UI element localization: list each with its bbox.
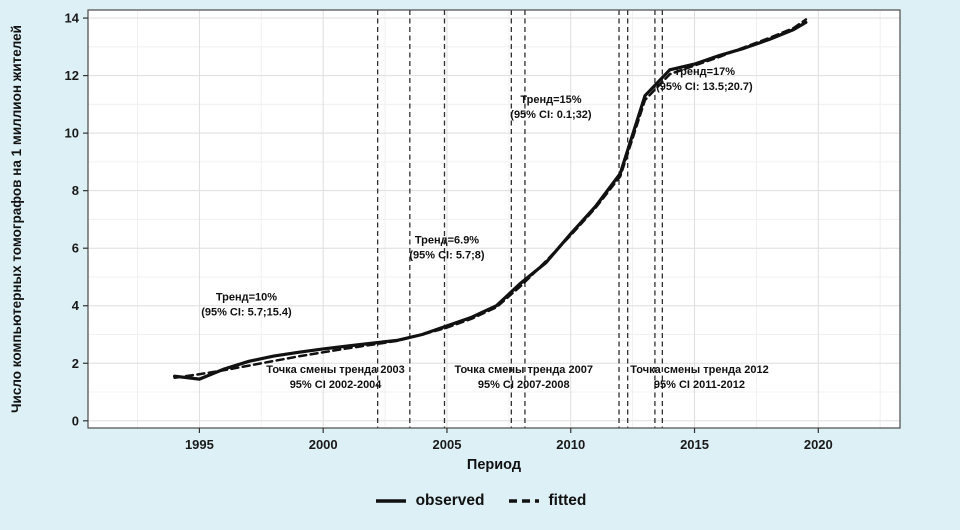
annotation-text: 95% CI 2002-2004 (290, 379, 383, 391)
y-tick-label: 2 (72, 356, 79, 371)
y-tick-label: 6 (72, 241, 79, 256)
observed-line (173, 20, 808, 381)
y-tick-label: 4 (72, 298, 80, 313)
y-axis-label: Число компьютерных томографов на 1 милли… (9, 25, 24, 413)
y-tick-label: 12 (65, 68, 79, 83)
annotation-text: 95% CI 2011-2012 (654, 379, 745, 391)
y-tick-label: 14 (65, 11, 80, 26)
chart-canvas: Тренд=10% (95% CI: 5.7;15.4) Тренд=6.9% (95… (9, 9, 901, 473)
x-tick-label: 2000 (309, 437, 338, 452)
observed-line-key-icon (375, 499, 406, 503)
legend-label-fitted: fitted (548, 492, 587, 509)
panel-border (87, 9, 901, 429)
annotation-text: Тренд=10% (216, 292, 277, 304)
x-tick-label: 2015 (680, 437, 709, 452)
x-tick-label: 2005 (433, 437, 462, 452)
annotation-text: Тренд=6.9% (415, 235, 479, 247)
annotation-text: (95% CI: 5.7;15.4) (201, 307, 292, 319)
chart-legend: observed fitted (0, 478, 960, 524)
x-axis-label: Период (467, 457, 521, 473)
y-tick-label: 8 (72, 183, 79, 198)
x-tick-label: 1995 (185, 437, 214, 452)
chart-dynamic-layer: Тренд=10% (95% CI: 5.7;15.4) Тренд=6.9% (95… (65, 9, 901, 452)
annotation-text: 95% CI 2007-2008 (478, 379, 570, 391)
legend-item-fitted: fitted (507, 492, 587, 510)
legend-item-observed: observed (374, 492, 485, 510)
annotation-text: (95% CI: 13.5;20.7) (656, 81, 753, 93)
annotation-text: Точка смены тренда 2012 (630, 364, 769, 376)
annotation-text: Тренд=17% (674, 66, 735, 78)
annotation-text: Тренд=15% (520, 94, 581, 106)
y-tick-label: 10 (65, 126, 79, 141)
fitted-line-key-icon (508, 499, 539, 503)
annotation-text: (95% CI: 5.7;8) (409, 250, 485, 262)
x-tick-label: 2020 (804, 437, 833, 452)
x-tick-label: 2010 (556, 437, 585, 452)
y-tick-label: 0 (72, 413, 79, 428)
annotation-text: Точка смены тренда 2003 (266, 364, 405, 376)
annotation-text: Точка смены тренда 2007 (454, 364, 593, 376)
legend-label-observed: observed (415, 492, 485, 509)
annotation-text: (95% CI: 0.1;32) (510, 109, 592, 121)
